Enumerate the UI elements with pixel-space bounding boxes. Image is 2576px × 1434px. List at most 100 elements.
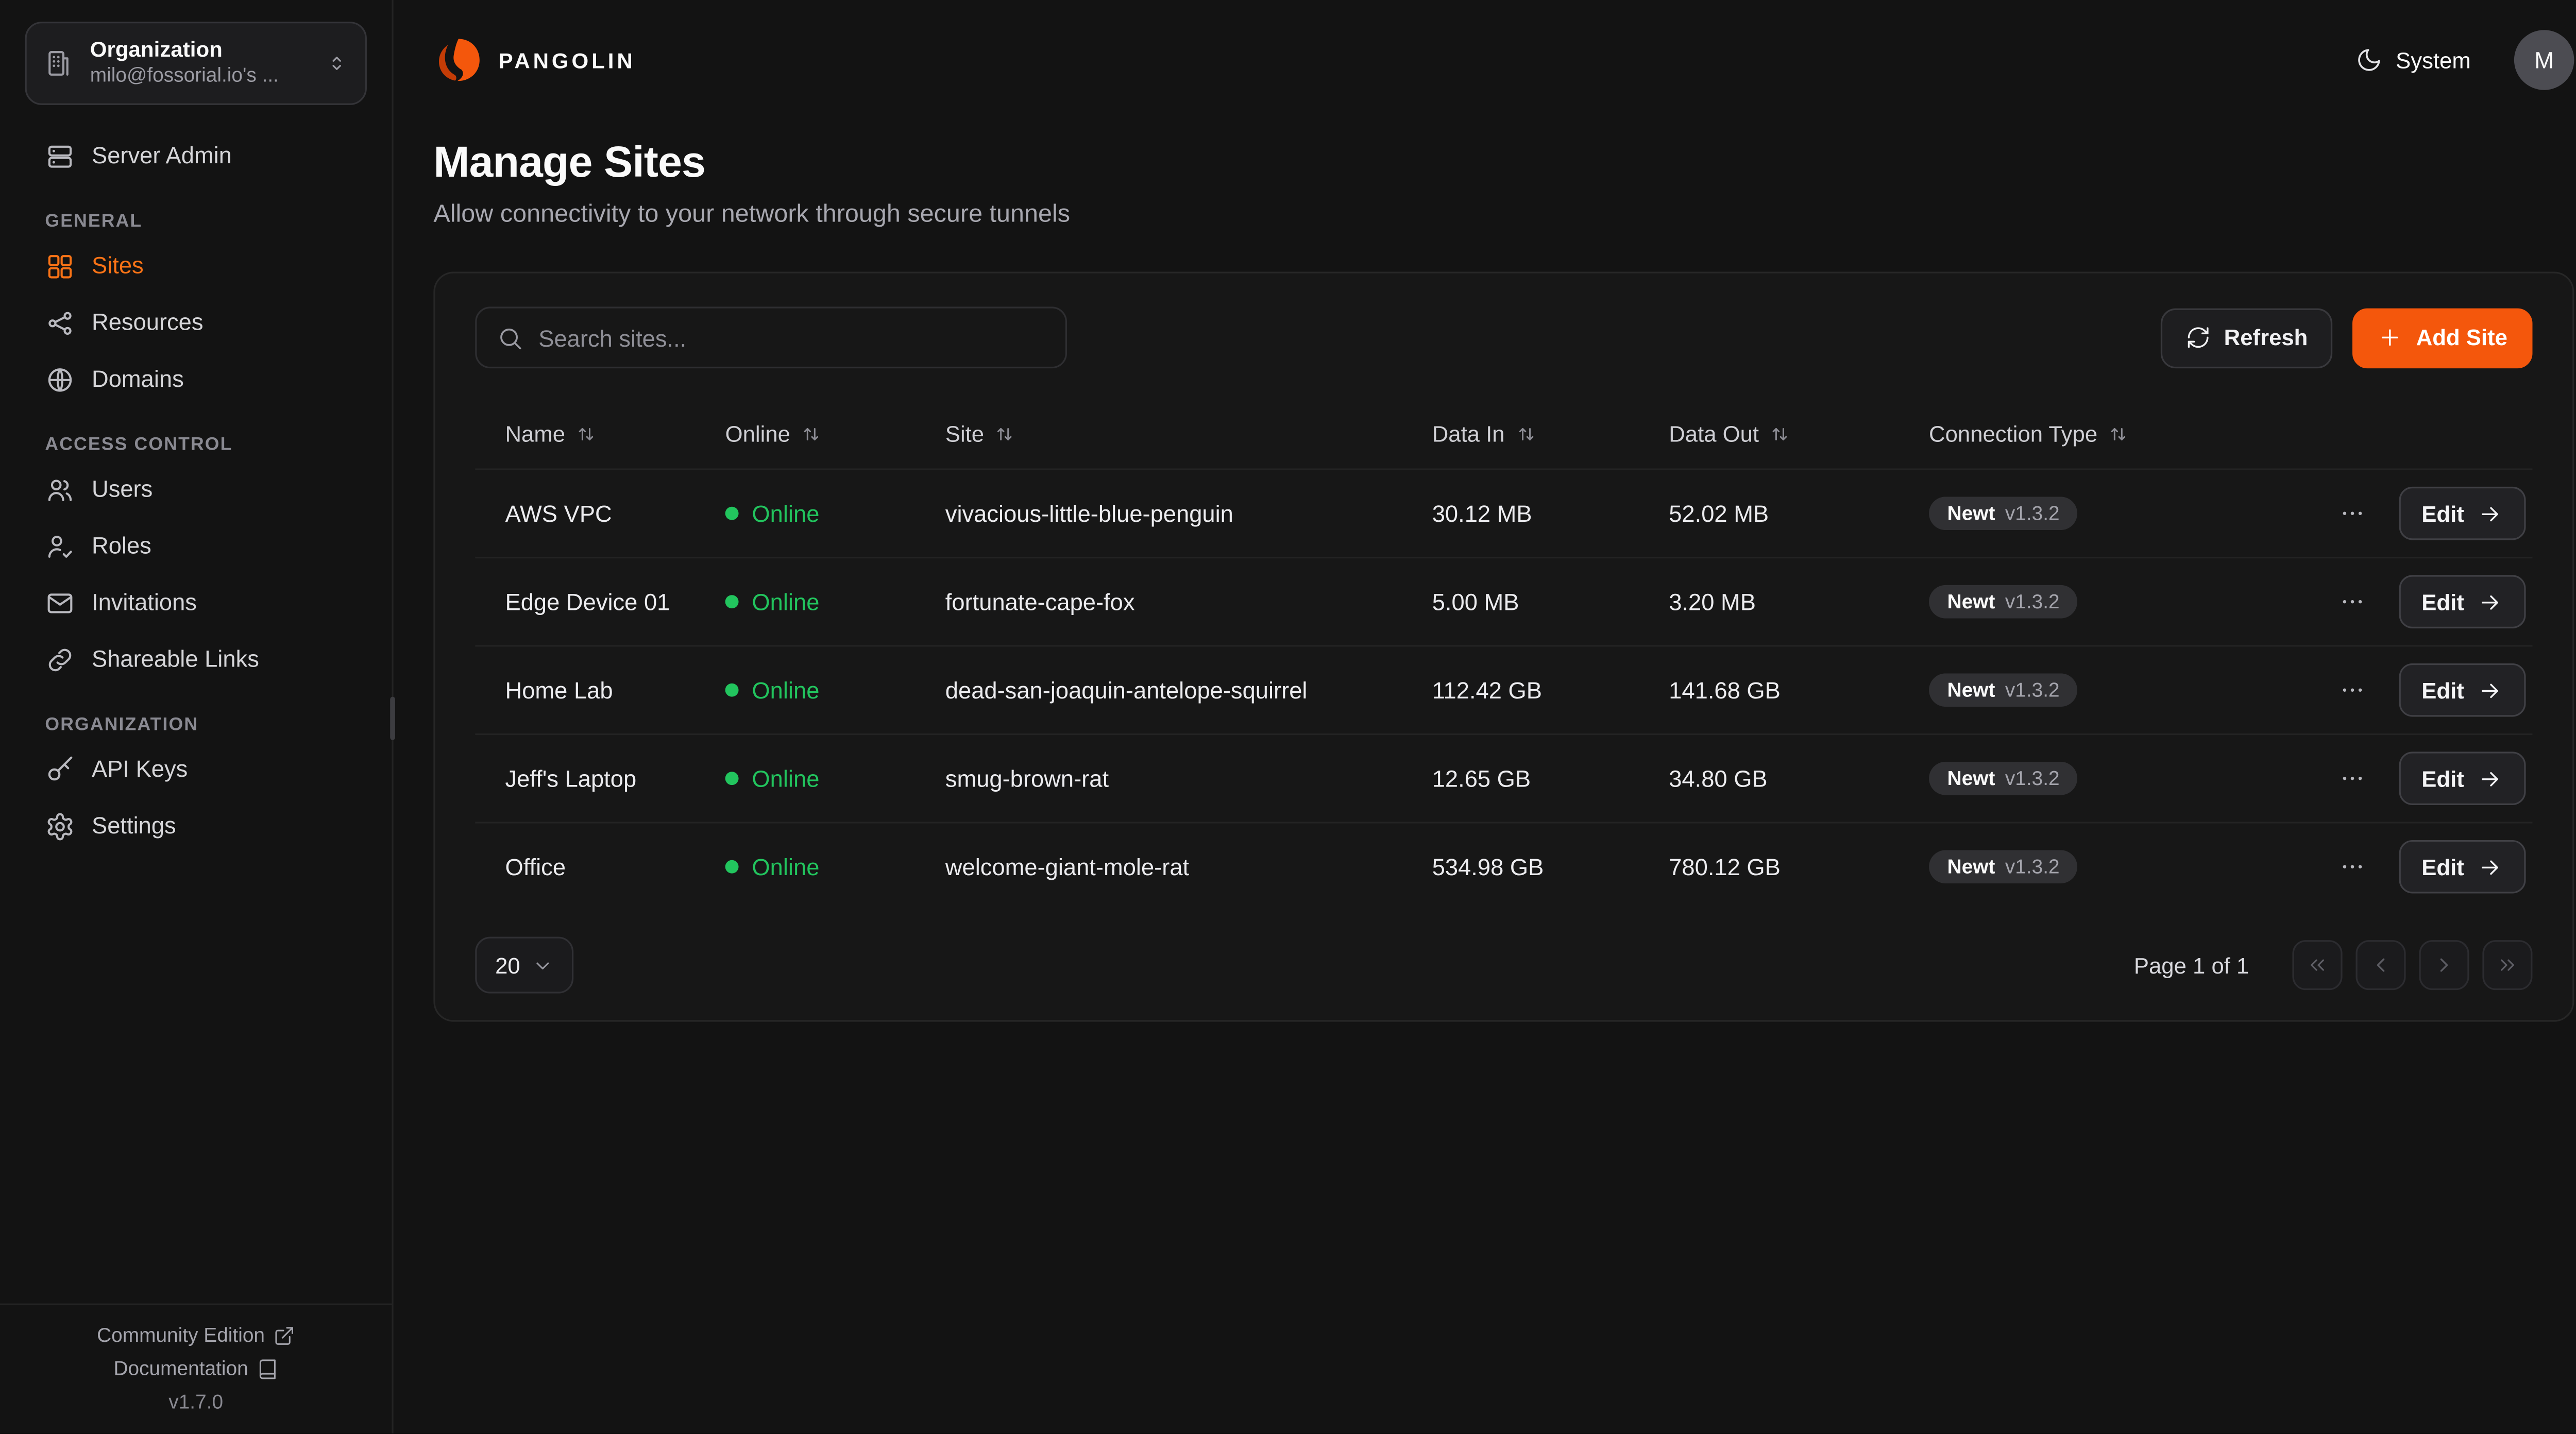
status-text: Online <box>752 765 820 792</box>
sidebar-item-label: Sites <box>91 252 144 279</box>
site-status-cell: Online <box>722 500 942 527</box>
app-version: v1.7.0 <box>168 1390 224 1414</box>
online-dot-icon <box>725 772 739 786</box>
documentation-link[interactable]: Documentation <box>114 1357 278 1380</box>
site-status-cell: Online <box>722 677 942 704</box>
status-text: Online <box>752 500 820 527</box>
column-header-site[interactable]: Site <box>942 421 1429 446</box>
edit-button[interactable]: Edit <box>2398 840 2526 894</box>
server-icon <box>48 145 72 168</box>
connection-type-cell: Newt v1.3.2 <box>1926 673 2316 707</box>
mail-icon <box>47 593 73 613</box>
column-header-data-out[interactable]: Data Out <box>1666 421 1926 446</box>
sidebar-resize-handle[interactable] <box>390 696 395 740</box>
connection-type-cell: Newt v1.3.2 <box>1926 850 2316 884</box>
sidebar-item-settings[interactable]: Settings <box>23 798 368 855</box>
connection-client: Newt <box>1947 502 1995 525</box>
org-title: Organization <box>90 37 223 62</box>
pager-buttons <box>2292 940 2533 991</box>
moon-icon <box>2358 49 2380 71</box>
online-dot-icon <box>725 506 739 520</box>
avatar[interactable]: M <box>2514 30 2574 90</box>
edit-label: Edit <box>2421 677 2464 703</box>
first-page-button[interactable] <box>2292 940 2343 991</box>
ellipsis-icon <box>2342 600 2361 604</box>
row-menu-button[interactable] <box>2328 667 2375 713</box>
topbar-right: System M <box>2343 30 2574 90</box>
last-page-button[interactable] <box>2482 940 2533 991</box>
search-input[interactable] <box>538 324 1045 351</box>
main-area: PANGOLIN System M Manage Sites Allow con… <box>394 0 2576 1433</box>
edit-button[interactable]: Edit <box>2398 575 2526 628</box>
sidebar-item-api-keys[interactable]: API Keys <box>23 742 368 798</box>
org-switcher-text: Organization milo@fossorial.io's ... <box>90 37 309 90</box>
page-title: Manage Sites <box>433 136 706 187</box>
column-label: Online <box>725 421 790 446</box>
data-out-cell: 3.20 MB <box>1669 588 1756 616</box>
row-actions: Edit <box>2316 663 2533 717</box>
data-in-cell: 5.00 MB <box>1432 588 1519 616</box>
data-in-cell: 12.65 GB <box>1432 765 1531 792</box>
column-label: Data Out <box>1669 421 1759 446</box>
previous-page-button[interactable] <box>2355 940 2406 991</box>
key-icon <box>48 756 73 780</box>
sidebar-item-roles[interactable]: Roles <box>23 518 368 575</box>
page-size-select[interactable]: 20 <box>475 936 574 994</box>
org-switcher[interactable]: Organization milo@fossorial.io's ... <box>25 22 367 105</box>
sort-icon <box>804 427 819 440</box>
sidebar-item-domains[interactable]: Domains <box>23 351 368 408</box>
row-menu-button[interactable] <box>2328 843 2375 890</box>
sort-icon <box>1772 427 1787 440</box>
avatar-initial: M <box>2534 46 2554 74</box>
sidebar-item-resources[interactable]: Resources <box>23 295 368 351</box>
add-site-button[interactable]: Add Site <box>2352 308 2533 368</box>
row-menu-button[interactable] <box>2328 578 2375 625</box>
sort-icon <box>997 427 1012 440</box>
sidebar-item-server-admin[interactable]: Server Admin <box>23 128 368 185</box>
arrow-right-icon <box>2482 594 2498 609</box>
site-slug-cell: smug-brown-rat <box>945 765 1109 792</box>
ellipsis-icon <box>2342 865 2361 868</box>
arrow-right-icon <box>2482 771 2498 786</box>
sidebar-item-label: Domains <box>91 366 184 392</box>
column-header-name[interactable]: Name <box>475 421 722 446</box>
edit-label: Edit <box>2421 765 2464 791</box>
next-page-button[interactable] <box>2419 940 2469 991</box>
sidebar-item-label: Roles <box>91 532 151 559</box>
row-menu-button[interactable] <box>2328 755 2375 802</box>
book-icon <box>259 1358 276 1378</box>
column-header-data-in[interactable]: Data In <box>1429 421 1666 446</box>
sidebar-item-users[interactable]: Users <box>23 462 368 518</box>
sidebar-item-label: Resources <box>91 309 204 336</box>
edit-label: Edit <box>2421 854 2464 879</box>
sidebar-item-sites[interactable]: Sites <box>23 238 368 295</box>
connection-version: v1.3.2 <box>2005 502 2060 525</box>
building-icon <box>48 50 69 76</box>
edit-button[interactable]: Edit <box>2398 486 2526 540</box>
section-label-general: GENERAL <box>45 211 143 232</box>
sidebar-item-shareable-links[interactable]: Shareable Links <box>23 631 368 688</box>
edit-button[interactable]: Edit <box>2398 663 2526 717</box>
edit-button[interactable]: Edit <box>2398 752 2526 805</box>
gear-icon <box>47 813 73 840</box>
connection-badge: Newt v1.3.2 <box>1929 850 2078 884</box>
page-size-value: 20 <box>495 952 520 978</box>
column-header-connection-type[interactable]: Connection Type <box>1926 421 2316 446</box>
toolbar-actions: Refresh Add Site <box>2160 308 2533 368</box>
site-name-cell: AWS VPC <box>505 500 612 527</box>
connection-badge: Newt v1.3.2 <box>1929 673 2078 707</box>
ellipsis-icon <box>2342 776 2361 780</box>
theme-toggle-button[interactable]: System <box>2343 37 2484 83</box>
sidebar-item-label: Server Admin <box>91 142 232 169</box>
table-row: Edge Device 01 Online fortunate-cape-fox… <box>475 556 2533 645</box>
community-edition-link[interactable]: Community Edition <box>97 1323 295 1347</box>
site-status-cell: Online <box>722 853 942 880</box>
site-status-cell: Online <box>722 765 942 792</box>
row-menu-button[interactable] <box>2328 490 2375 537</box>
connection-version: v1.3.2 <box>2005 855 2060 879</box>
refresh-button[interactable]: Refresh <box>2160 308 2333 368</box>
column-header-online[interactable]: Online <box>722 421 942 446</box>
table-header: Name Online Site Data In <box>475 398 2532 468</box>
sidebar-item-invitations[interactable]: Invitations <box>23 575 368 631</box>
connection-badge: Newt v1.3.2 <box>1929 761 2078 795</box>
